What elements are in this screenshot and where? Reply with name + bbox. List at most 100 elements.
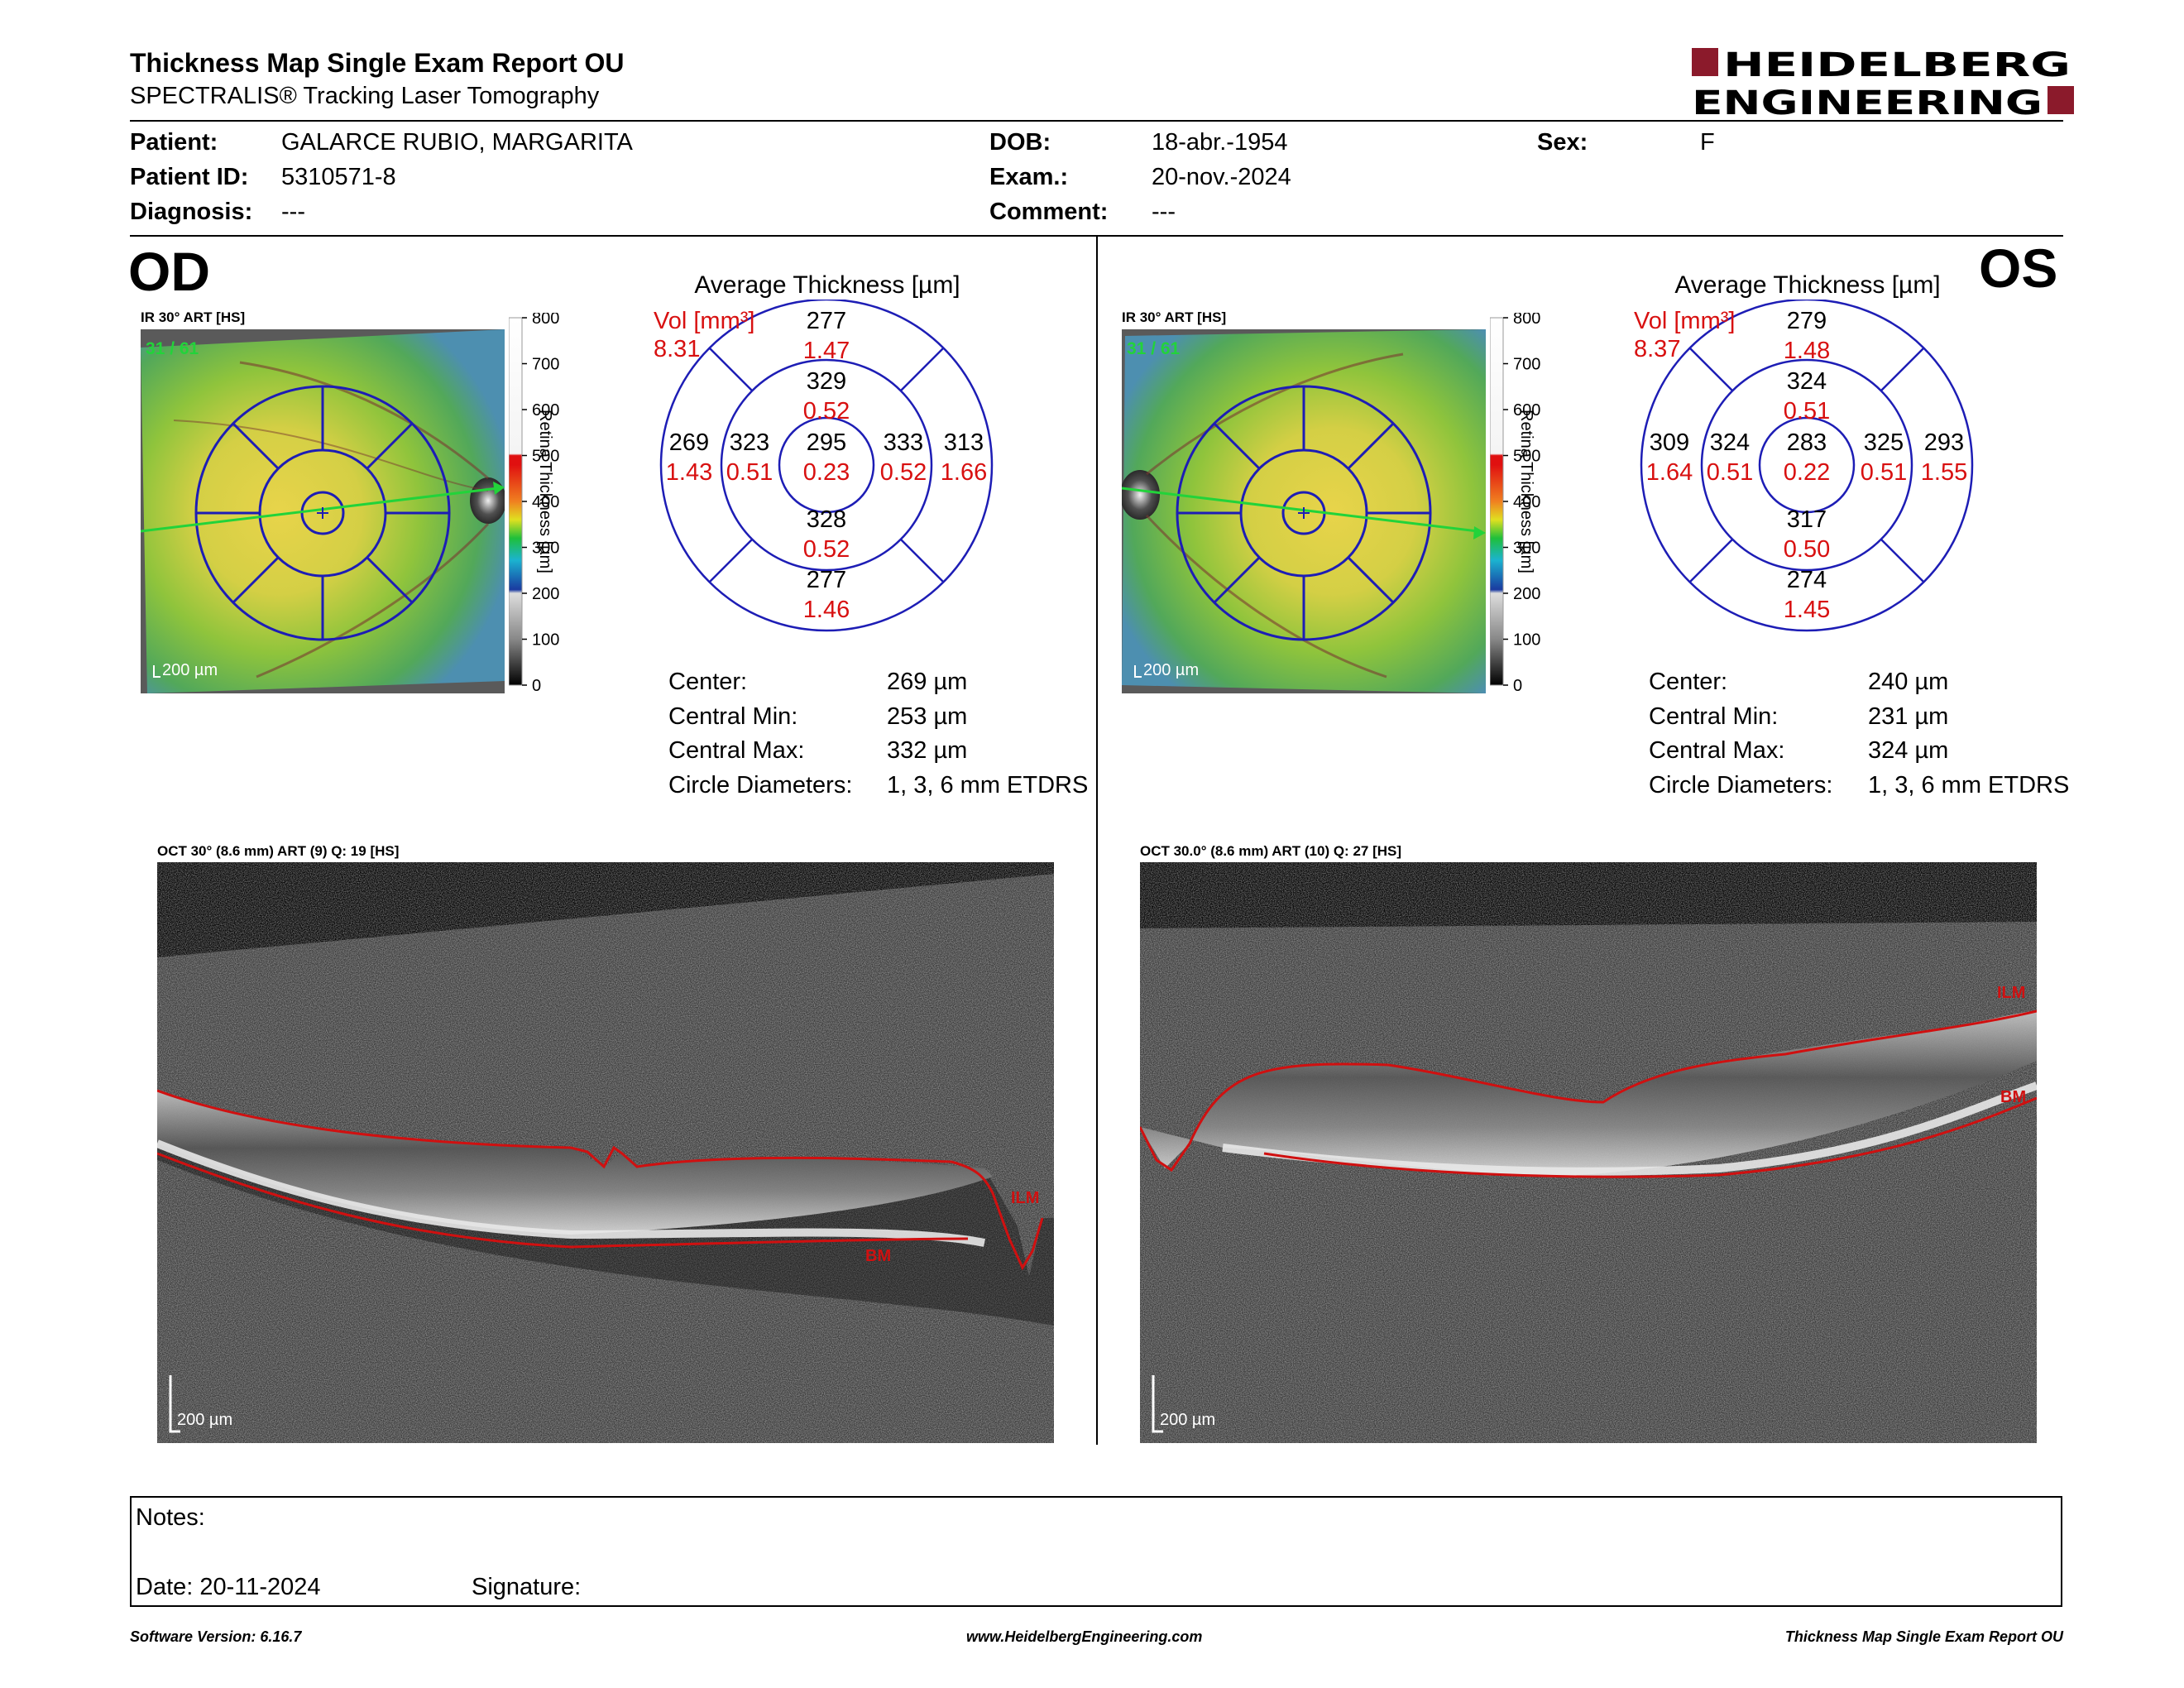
- od-ilm-label: ILM: [1011, 1189, 1039, 1207]
- od-diam-label: Circle Diameters:: [668, 772, 853, 798]
- colorbar-tick-label: 300: [1513, 539, 1540, 558]
- footer-report-title: Thickness Map Single Exam Report OU: [1784, 1628, 2063, 1645]
- os-grid-thickness-inner-top: 324: [1786, 368, 1827, 395]
- od-grid-thickness-outer-bottom: 277: [806, 567, 847, 593]
- os-grid-thickness-inner-right: 325: [1863, 429, 1904, 456]
- os-ir-counter: 31 / 61: [1127, 339, 1181, 358]
- notes-label: Notes:: [136, 1504, 205, 1531]
- report-subtitle: SPECTRALIS® Tracking Laser Tomography: [130, 83, 600, 109]
- os-grid-thickness-inner-left: 324: [1709, 429, 1751, 456]
- dob-value: 18-abr.-1954: [1152, 129, 1288, 156]
- od-colorbar-title: Retina Thickness [µm]: [536, 410, 554, 573]
- os-grid-volume-outer-top: 1.48: [1783, 338, 1831, 364]
- os-grid-thickness-center: 283: [1786, 429, 1827, 456]
- sex-label: Sex:: [1537, 129, 1588, 156]
- os-grid-thickness-inner-bottom: 317: [1786, 506, 1827, 533]
- report-title: Thickness Map Single Exam Report OU: [130, 48, 625, 78]
- os-bm-label: BM: [2000, 1088, 2026, 1106]
- colorbar-tick-label: 0: [532, 677, 541, 693]
- od-oct-scale: 200 µm: [177, 1411, 232, 1429]
- od-etdrs-grid: [659, 300, 994, 632]
- heidelberg-logo: HEIDELBERG ENGINEERING: [1692, 46, 2074, 116]
- os-grid-thickness-outer-right: 293: [1923, 429, 1965, 456]
- od-grid-volume-inner-left: 0.51: [726, 459, 774, 486]
- od-min-label: Central Min:: [668, 703, 798, 730]
- od-fundus-thickness-map: 31 / 61 200 µm: [141, 329, 505, 693]
- website-link[interactable]: www.HeidelbergEngineering.com: [966, 1628, 1203, 1645]
- od-grid-thickness-center: 295: [806, 429, 847, 456]
- colorbar-tick-label: 400: [532, 493, 559, 511]
- od-max-value: 332 µm: [887, 737, 968, 764]
- diagnosis-value: ---: [281, 199, 305, 225]
- os-diam-label: Circle Diameters:: [1649, 772, 1833, 798]
- colorbar-tick-label: 100: [1513, 631, 1540, 650]
- signature-label: Signature:: [472, 1574, 582, 1600]
- os-oct-scale: 200 µm: [1160, 1411, 1215, 1429]
- notes-box[interactable]: [130, 1496, 2062, 1607]
- od-center-label: Center:: [668, 669, 748, 695]
- os-colorbar-title: Retina Thickness [µm]: [1517, 410, 1535, 573]
- colorbar-tick-label: 400: [1513, 493, 1540, 511]
- od-ir-counter: 31 / 61: [146, 339, 199, 358]
- os-oct-label: OCT 30.0° (8.6 mm) ART (10) Q: 27 [HS]: [1140, 843, 1402, 859]
- sex-value: F: [1700, 129, 1715, 156]
- brand-line-1: HEIDELBERG: [1723, 46, 2071, 84]
- od-grid-thickness-inner-bottom: 328: [806, 506, 847, 533]
- os-grid-volume-inner-left: 0.51: [1706, 459, 1754, 486]
- od-grid-volume-outer-bottom: 1.46: [802, 597, 850, 623]
- od-grid-thickness-inner-right: 333: [883, 429, 924, 456]
- patient-label: Patient:: [130, 129, 218, 156]
- exam-date: 20-nov.-2024: [1152, 164, 1291, 190]
- od-colorbar: 800 700 600 500 400 300 200 100 0: [509, 313, 559, 693]
- colorbar-tick-label: 0: [1513, 677, 1522, 693]
- os-min-label: Central Min:: [1649, 703, 1779, 730]
- os-grid-volume-inner-bottom: 0.50: [1783, 536, 1831, 563]
- patient-name: GALARCE RUBIO, MARGARITA: [281, 129, 633, 156]
- os-colorbar: 800 700 600 500 400 300 200 100 0: [1490, 313, 1540, 693]
- colorbar-tick-label: 700: [1513, 356, 1540, 374]
- center-divider: [1096, 237, 1098, 1445]
- os-grid-thickness-outer-top: 279: [1786, 308, 1827, 334]
- colorbar-tick-label: 200: [1513, 585, 1540, 603]
- os-ilm-label: ILM: [1997, 984, 2025, 1002]
- od-diam-value: 1, 3, 6 mm ETDRS: [887, 772, 1089, 798]
- od-grid-volume-outer-right: 1.66: [940, 459, 988, 486]
- os-ir-label: IR 30° ART [HS]: [1122, 309, 1227, 325]
- os-avg-title: Average Thickness [µm]: [1674, 271, 1941, 299]
- od-grid-thickness-outer-left: 269: [668, 429, 710, 456]
- os-vol-label: Vol [mm³]: [1634, 308, 1736, 334]
- os-grid-thickness-outer-left: 309: [1649, 429, 1690, 456]
- od-grid-volume-center: 0.23: [802, 459, 850, 486]
- od-grid-thickness-inner-top: 329: [806, 368, 847, 395]
- colorbar-tick-label: 200: [532, 585, 559, 603]
- os-center-label: Center:: [1649, 669, 1728, 695]
- os-etdrs-grid: [1640, 300, 1974, 632]
- os-eye-label: OS: [1979, 237, 2058, 299]
- od-eye-label: OD: [128, 241, 210, 302]
- os-oct-bscan: ILM BM 200 µm: [1140, 862, 2037, 1443]
- header-divider: [130, 120, 2063, 122]
- od-grid-volume-inner-top: 0.52: [802, 398, 850, 424]
- colorbar-tick-label: 600: [1513, 401, 1540, 420]
- os-max-value: 324 µm: [1868, 737, 1949, 764]
- date-label: Date: 20-11-2024: [136, 1574, 321, 1600]
- od-avg-title: Average Thickness [µm]: [694, 271, 960, 299]
- od-oct-label: OCT 30° (8.6 mm) ART (9) Q: 19 [HS]: [157, 843, 400, 859]
- colorbar-tick-label: 500: [532, 448, 559, 466]
- os-grid-volume-outer-right: 1.55: [1920, 459, 1968, 486]
- patient-id-label: Patient ID:: [130, 164, 249, 190]
- patient-divider: [130, 235, 2063, 237]
- od-ir-label: IR 30° ART [HS]: [141, 309, 246, 325]
- od-grid-thickness-outer-right: 313: [943, 429, 984, 456]
- comment-value: ---: [1152, 199, 1176, 225]
- patient-id: 5310571-8: [281, 164, 396, 190]
- diagnosis-label: Diagnosis:: [130, 199, 253, 225]
- od-vol-value: 8.31: [654, 336, 701, 362]
- os-grid-volume-center: 0.22: [1783, 459, 1831, 486]
- colorbar-tick-label: 800: [532, 313, 559, 328]
- os-ir-scale: 200 µm: [1143, 661, 1199, 679]
- od-oct-bscan: ILM BM 200 µm: [157, 862, 1054, 1443]
- software-version: Software Version: 6.16.7: [130, 1628, 302, 1645]
- od-grid-volume-inner-bottom: 0.52: [802, 536, 850, 563]
- dob-label: DOB:: [989, 129, 1051, 156]
